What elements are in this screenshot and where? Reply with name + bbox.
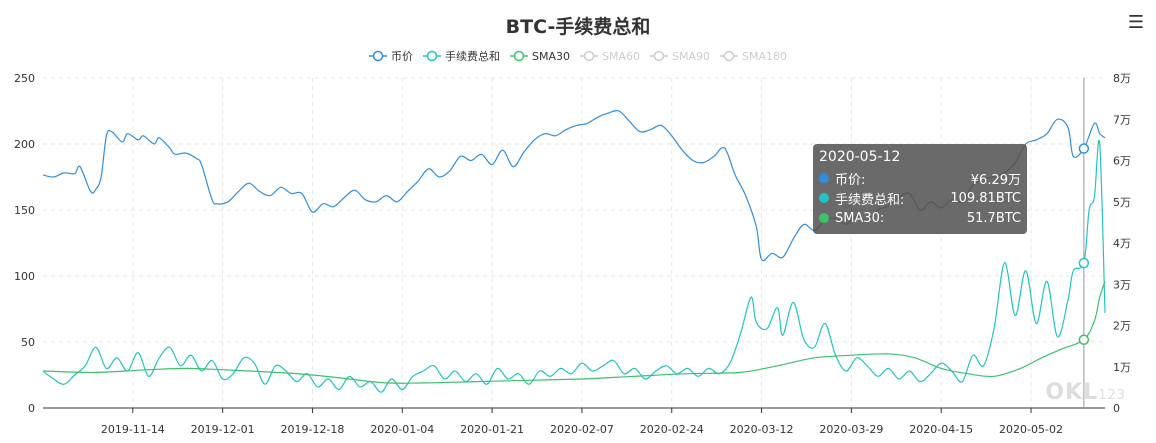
tooltip-dot-price	[819, 173, 829, 183]
highlight-point-1	[1078, 257, 1090, 269]
y-left-tick-label: 200	[14, 138, 35, 151]
legend-item-5[interactable]: SMA180	[720, 50, 787, 63]
x-tick-label: 2020-01-04	[370, 423, 434, 436]
tooltip-dot-sma30	[819, 213, 829, 223]
tooltip-row: SMA30: 51.7BTC	[819, 208, 1021, 228]
legend-label: 币价	[391, 50, 413, 63]
legend-label: SMA30	[532, 49, 570, 63]
legend-item-3[interactable]: SMA60	[580, 50, 640, 63]
highlight-point-2	[1078, 334, 1090, 346]
legend-label: SMA180	[742, 49, 787, 63]
legend-line-circle-icon	[369, 50, 387, 62]
legend-line-circle-icon	[423, 50, 441, 62]
tooltip-label: 币价:	[835, 172, 866, 188]
menu-icon[interactable]: ☰	[1127, 12, 1144, 33]
x-tick-label: 2020-03-29	[819, 423, 883, 436]
x-tick-label: 2019-12-18	[280, 423, 344, 436]
y-right-tick-label: 5万	[1113, 196, 1131, 209]
legend-item-1[interactable]: 手续费总和	[423, 48, 500, 64]
chart-title: BTC-手续费总和	[505, 16, 651, 38]
y-left-tick-label: 250	[14, 72, 35, 85]
x-tick-label: 2019-11-14	[101, 423, 165, 436]
legend-item-0[interactable]: 币价	[369, 48, 413, 64]
y-left-tick-label: 150	[14, 204, 35, 217]
legend-item-4[interactable]: SMA90	[650, 50, 710, 63]
y-right-tick-label: 1万	[1113, 361, 1131, 374]
y-right-tick-label: 4万	[1113, 237, 1131, 250]
legend-line-circle-icon	[510, 50, 528, 62]
x-tick-label: 2020-03-12	[730, 423, 794, 436]
tooltip-label: SMA30:	[835, 210, 885, 226]
y-left-tick-label: 50	[21, 336, 35, 349]
y-left-tick-label: 0	[28, 402, 35, 415]
x-tick-label: 2020-02-24	[640, 423, 704, 436]
tooltip-label: 手续费总和:	[835, 192, 905, 208]
tooltip-row: 币价: ¥6.29万	[819, 168, 1021, 188]
tooltip-date: 2020-05-12	[819, 149, 901, 165]
x-tick-label: 2019-12-01	[191, 423, 255, 436]
legend-label: 手续费总和	[445, 50, 500, 63]
tooltip-value: 109.81BTC	[950, 190, 1021, 206]
y-right-tick-label: 6万	[1113, 155, 1131, 168]
tooltip-dot-fee	[819, 193, 829, 203]
legend-line-circle-icon	[650, 50, 668, 62]
tooltip-value: ¥6.29万	[970, 172, 1021, 188]
series-line-1	[42, 139, 1106, 393]
y-right-tick-label: 8万	[1113, 72, 1131, 85]
x-tick-label: 2020-01-21	[460, 423, 524, 436]
legend-item-2[interactable]: SMA30	[510, 50, 570, 63]
y-right-tick-label: 2万	[1113, 320, 1131, 333]
watermark-sub: 123	[1098, 388, 1126, 403]
legend-label: SMA90	[672, 49, 710, 63]
x-tick-label: 2020-02-07	[550, 423, 614, 436]
y-right-tick-label: 0	[1113, 402, 1120, 415]
x-tick-label: 2020-04-15	[909, 423, 973, 436]
y-left-tick-label: 100	[14, 270, 35, 283]
tooltip-row: 手续费总和: 109.81BTC	[819, 188, 1021, 208]
series-line-2	[42, 281, 1106, 384]
tooltip: 2020-05-12 币价: ¥6.29万 手续费总和: 109.81BTC S…	[813, 144, 1027, 234]
legend-line-circle-icon	[580, 50, 598, 62]
highlight-point-0	[1078, 143, 1090, 154]
legend-label: SMA60	[602, 49, 640, 63]
tooltip-value: 51.7BTC	[966, 210, 1021, 226]
y-right-tick-label: 3万	[1113, 278, 1131, 291]
x-tick-label: 2020-05-02	[999, 423, 1063, 436]
watermark-logo: OKL123	[1045, 380, 1126, 405]
legend-line-circle-icon	[720, 50, 738, 62]
y-right-tick-label: 7万	[1113, 113, 1131, 126]
legend: 币价 手续费总和 SMA30 SMA60 SMA90 SMA180	[0, 48, 1156, 65]
watermark-main: OKL	[1045, 380, 1099, 405]
